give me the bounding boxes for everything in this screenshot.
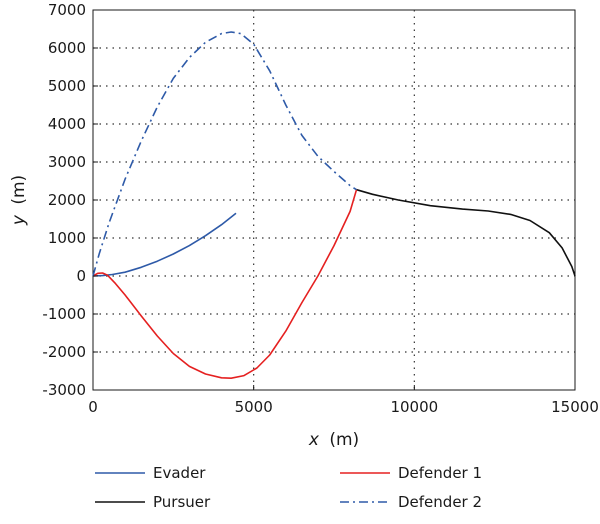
x-tick-label: 10000: [390, 398, 438, 416]
grid-layer: [93, 10, 575, 390]
y-tick-label: 1000: [48, 229, 86, 247]
series-layer: [92, 31, 576, 380]
pursuer-trajectory: [356, 188, 576, 277]
legend-label-evader: Evader: [153, 464, 206, 482]
legend-label-defender-1: Defender 1: [398, 464, 482, 482]
y-axis-variable: y: [9, 214, 29, 226]
tick-layer: 0 5000 10000 15000 -3000 -2000 -1000 0 1000 2000 3…: [42, 1, 598, 416]
x-axis-unit: (m): [329, 430, 359, 450]
y-tick-label: -3000: [42, 381, 86, 399]
y-tick-label: 7000: [48, 1, 86, 19]
legend-label-defender-2: Defender 2: [398, 493, 482, 511]
legend: Evader Pursuer Defender 1 Defender 2: [95, 464, 482, 511]
y-tick-label: -2000: [42, 343, 86, 361]
y-axis-unit: (m): [9, 175, 29, 205]
y-tick-label: -1000: [42, 305, 86, 323]
y-tick-label: 4000: [48, 115, 86, 133]
x-tick-label: 5000: [235, 398, 273, 416]
legend-label-pursuer: Pursuer: [153, 493, 211, 511]
x-tick-label: 0: [88, 398, 98, 416]
defender-1-trajectory: [92, 189, 358, 380]
x-axis-variable: x: [308, 430, 320, 450]
y-tick-label: 5000: [48, 77, 86, 95]
y-tick-label: 2000: [48, 191, 86, 209]
x-axis-title: x (m): [308, 430, 359, 450]
y-axis-title: y (m): [9, 175, 29, 226]
y-tick-label: 0: [76, 267, 86, 285]
y-tick-label: 3000: [48, 153, 86, 171]
defender-2-trajectory: [92, 31, 357, 277]
evader-trajectory: [92, 212, 237, 277]
y-tick-label: 6000: [48, 39, 86, 57]
x-tick-label: 15000: [551, 398, 599, 416]
